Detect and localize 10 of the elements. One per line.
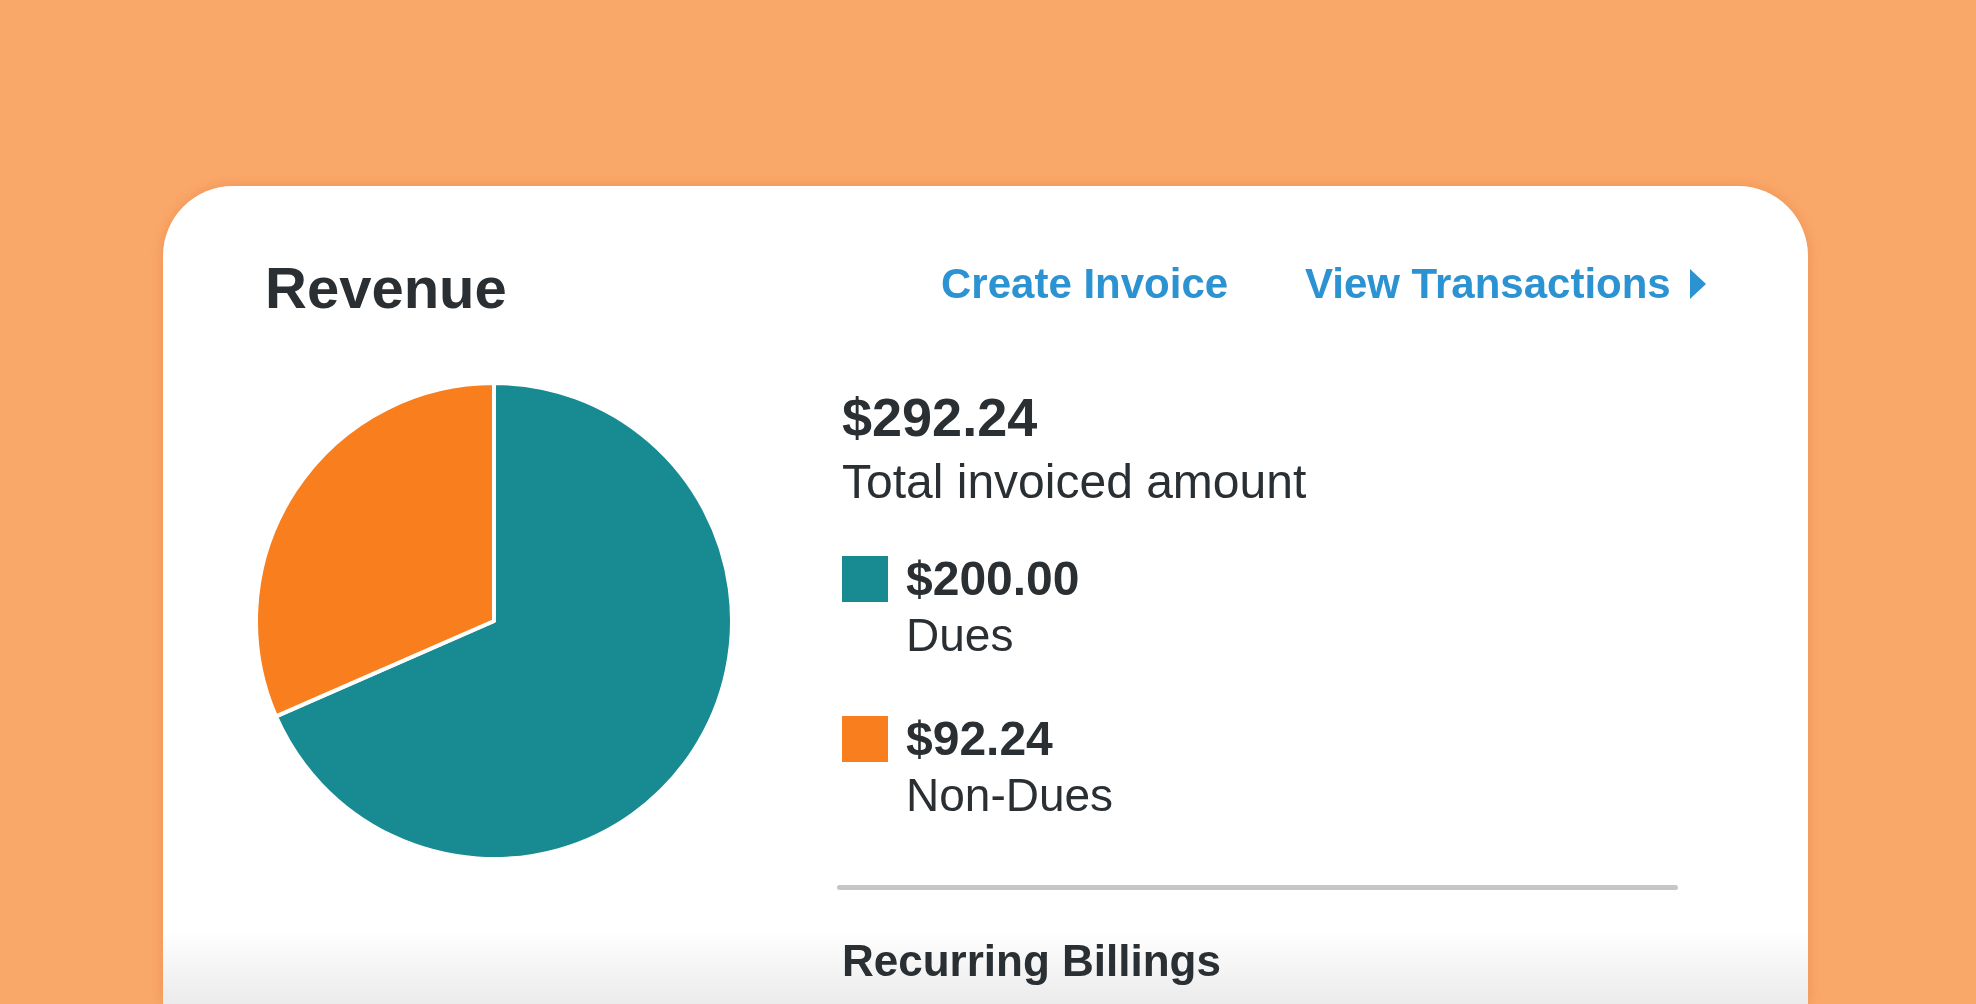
- text: Create Invoice: [941, 260, 1229, 307]
- chart-title: Revenue: [265, 255, 507, 320]
- legend-label: Non-Dues: [906, 769, 1114, 821]
- text: Total invoiced amount: [842, 455, 1307, 508]
- text: Recurring Billings: [842, 936, 1221, 985]
- legend-label: Dues: [906, 609, 1014, 661]
- text: $292.24: [842, 387, 1038, 447]
- data-label: $92.24: [906, 712, 1053, 765]
- data-label: $200.00: [906, 552, 1080, 605]
- text: View Transactions: [1305, 260, 1671, 307]
